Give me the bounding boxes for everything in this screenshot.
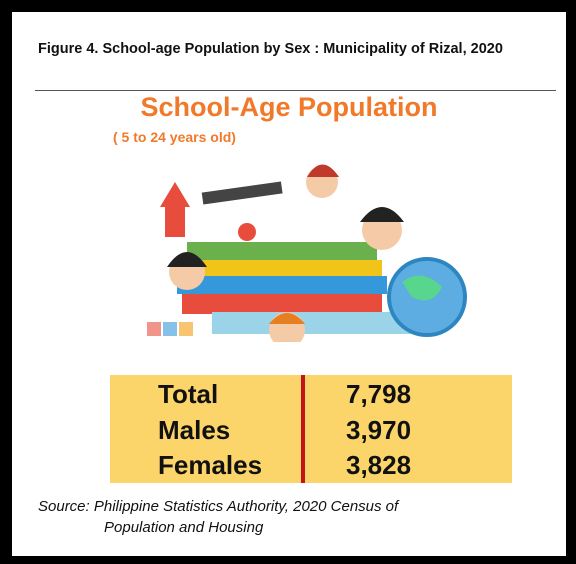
row-label: Females bbox=[158, 450, 263, 480]
source: Source: Philippine Statistics Authority,… bbox=[38, 496, 398, 538]
row-label: Males bbox=[158, 414, 231, 445]
row-value: 3,828 bbox=[346, 450, 412, 480]
divider bbox=[301, 375, 305, 483]
row-label: Total bbox=[158, 379, 219, 409]
row-value: 3,970 bbox=[346, 414, 412, 445]
row-value: 7,798 bbox=[346, 379, 412, 409]
subtitle: ( 5 to 24 years old) bbox=[113, 129, 236, 145]
source-line: Source: Philippine Statistics Authority,… bbox=[38, 498, 399, 515]
illustration bbox=[147, 164, 467, 342]
title: School-Age Population bbox=[140, 92, 438, 122]
content: Figure 4. School-age Population by Sex :… bbox=[12, 12, 566, 556]
summary-table: Total 7,798 Males 3,970 Females 3,828 bbox=[110, 375, 512, 483]
figure-caption: Figure 4. School-age Population by Sex :… bbox=[38, 41, 503, 57]
source-line: Population and Housing bbox=[104, 519, 264, 536]
rule bbox=[35, 90, 556, 91]
